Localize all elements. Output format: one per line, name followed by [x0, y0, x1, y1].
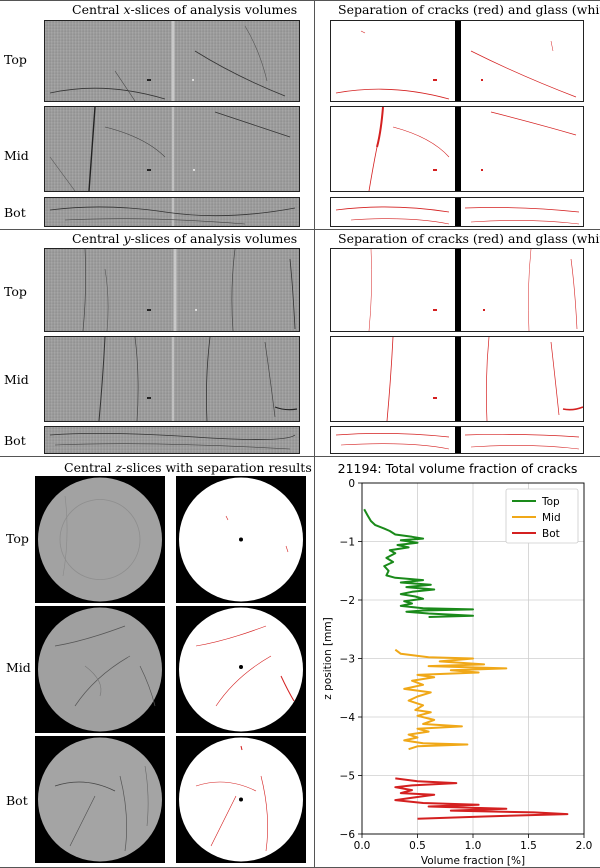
divider-col-lower — [314, 456, 315, 867]
y-tick-label: −5 — [340, 771, 355, 783]
row-label-bot: Bot — [6, 793, 28, 808]
y-tick-label: −2 — [340, 595, 355, 607]
x-tick-label: 0.5 — [409, 840, 426, 852]
z-slice-mid-disc — [38, 607, 162, 732]
y-tick-label: 0 — [348, 478, 355, 490]
x-axis-label: Volume fraction [%] — [421, 855, 525, 867]
x-slice-bot-gray — [44, 197, 300, 227]
x-separation-bot-cracks — [335, 198, 580, 226]
x-separation-mid-cracks — [368, 107, 577, 191]
chart-title: 21194: Total volume fraction of cracks — [338, 461, 578, 476]
y-tick-label: −6 — [340, 829, 356, 841]
series-line-bot — [394, 777, 569, 820]
y-separation-mid-cracks — [386, 337, 583, 421]
y-axis-label: z position [mm] — [322, 617, 334, 699]
z-separation-mid — [176, 606, 306, 733]
z-separation-mid-disc — [179, 607, 303, 732]
row-label-mid: Mid — [4, 372, 29, 387]
x-slice-mid-gray — [44, 106, 300, 192]
y-slice-bot-gray — [44, 426, 300, 454]
y-slice-bot-cracks — [49, 433, 296, 450]
y-tick-label: −4 — [340, 712, 356, 724]
x-slice-top-cracks — [49, 21, 286, 101]
z-separation-top-disc — [179, 477, 303, 602]
x-separation-top — [330, 20, 584, 102]
y-slice-top-gray — [44, 248, 300, 332]
series-line-mid — [394, 648, 508, 751]
z-separation-bot-disc — [179, 737, 303, 862]
x-slices-title: Central x-slices of analysis volumes — [72, 2, 298, 17]
x-slice-top-gray — [44, 20, 300, 102]
y-separation-top-cracks — [368, 249, 578, 331]
legend-label-mid: Mid — [542, 512, 561, 524]
x-separation-mid — [330, 106, 584, 192]
x-tick-label: 0.0 — [354, 840, 371, 852]
y-separation-top — [330, 248, 584, 332]
divider-col-upper-1 — [314, 0, 315, 456]
y-separation-bot — [330, 426, 584, 454]
x-slice-mid-cracks — [49, 107, 291, 191]
divider-y-z — [0, 456, 600, 457]
x-separation-bot — [330, 197, 584, 227]
y-slice-mid-cracks — [98, 337, 298, 421]
row-label-top: Top — [4, 284, 27, 299]
x-tick-label: 2.0 — [576, 840, 593, 852]
y-separation-mid — [330, 336, 584, 422]
series-line-top — [363, 508, 474, 618]
z-slice-top-gray — [35, 476, 165, 603]
y-slices-title: Central y-slices of analysis volumes — [72, 231, 298, 246]
y-separation-bot-cracks — [335, 427, 580, 453]
z-separation-top — [176, 476, 306, 603]
z-slice-bot-gray — [35, 736, 165, 863]
y-separation-title: Separation of cracks (red) and glass (wh… — [338, 231, 600, 246]
row-label-top: Top — [4, 52, 27, 67]
row-label-bot: Bot — [4, 433, 26, 448]
divider-x-y — [0, 229, 600, 230]
z-slice-mid-gray — [35, 606, 165, 733]
x-tick-label: 1.0 — [465, 840, 482, 852]
y-slice-mid-gray — [44, 336, 300, 422]
z-slice-bot-disc — [38, 737, 162, 862]
crack-volume-chart: 21194: Total volume fraction of cracks 0.… — [322, 461, 593, 867]
frame-top-line — [0, 0, 600, 1]
x-tick-label: 1.5 — [520, 840, 537, 852]
x-separation-title: Separation of cracks (red) and glass (wh… — [338, 2, 600, 17]
legend-label-top: Top — [541, 496, 560, 508]
plot-area-frame — [361, 482, 585, 835]
row-label-mid: Mid — [4, 148, 29, 163]
z-slices-title: Central z-slices with separation results — [64, 460, 312, 475]
row-label-bot: Bot — [4, 205, 26, 220]
legend-label-bot: Bot — [542, 528, 560, 540]
z-separation-bot — [176, 736, 306, 863]
row-label-top: Top — [6, 531, 29, 546]
x-separation-top-cracks — [335, 21, 577, 101]
legend-box — [505, 488, 579, 544]
y-tick-label: −3 — [340, 654, 355, 666]
y-slice-top-cracks — [82, 249, 296, 331]
x-slice-bot-cracks — [49, 198, 296, 226]
z-slice-top-disc — [38, 477, 162, 602]
y-tick-label: −1 — [340, 537, 355, 549]
row-label-mid: Mid — [6, 660, 31, 675]
